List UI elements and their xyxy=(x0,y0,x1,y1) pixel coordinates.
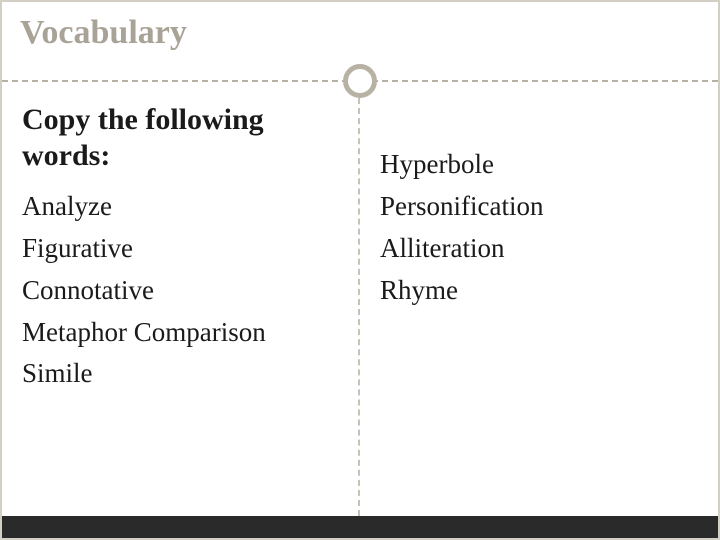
word-item: Personification xyxy=(380,186,698,228)
subtitle: Copy the following words: xyxy=(22,102,338,174)
word-item: Alliteration xyxy=(380,228,698,270)
slide-title: Vocabulary xyxy=(20,14,700,52)
left-column: Copy the following words: Analyze Figura… xyxy=(2,98,360,516)
content-columns: Copy the following words: Analyze Figura… xyxy=(2,98,718,516)
title-area: Vocabulary xyxy=(2,2,718,62)
word-item: Metaphor Comparison xyxy=(22,312,338,354)
word-item: Simile xyxy=(22,353,338,395)
right-column: Hyperbole Personification Alliteration R… xyxy=(360,98,718,516)
bottom-bar xyxy=(2,516,718,538)
word-item: Hyperbole xyxy=(380,144,698,186)
circle-ornament-icon xyxy=(343,64,377,98)
word-item: Analyze xyxy=(22,186,338,228)
word-item: Connotative xyxy=(22,270,338,312)
slide-frame: Vocabulary Copy the following words: Ana… xyxy=(0,0,720,540)
word-item: Rhyme xyxy=(380,270,698,312)
divider xyxy=(2,62,718,102)
word-item: Figurative xyxy=(22,228,338,270)
